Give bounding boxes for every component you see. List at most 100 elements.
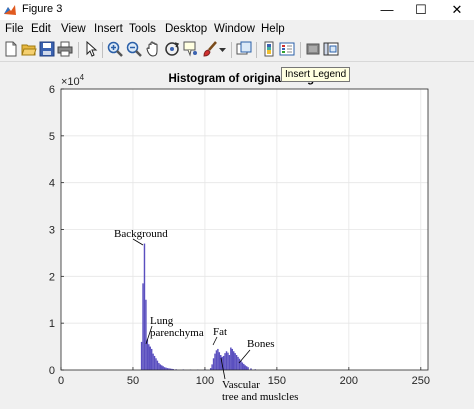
histogram-bar: [227, 352, 229, 370]
y-tick-label: 6: [49, 84, 55, 96]
menu-window[interactable]: Window: [214, 23, 255, 35]
figure-canvas: 0 50 100 150 200 250 0 1 2 3 4 5 6 Histogram of orig…: [0, 62, 474, 409]
menu-desktop[interactable]: Desktop: [165, 23, 208, 35]
histogram-bar: [230, 347, 232, 370]
zoom-out-icon[interactable]: [126, 41, 142, 57]
y-exponent-power: 4: [80, 73, 85, 82]
histogram-bar: [163, 367, 166, 370]
zoom-in-icon[interactable]: [107, 41, 123, 57]
insert-colorbar-icon[interactable]: [261, 41, 277, 57]
histogram-bar: [149, 346, 151, 370]
histogram-bar: [212, 358, 215, 370]
histogram-bar: [232, 351, 235, 370]
histogram-bar: [165, 367, 167, 370]
edit-plot-arrow-icon[interactable]: [83, 41, 99, 57]
bars-layer: [140, 243, 257, 370]
histogram-bar: [142, 283, 144, 370]
histogram-bar: [152, 353, 154, 370]
histogram-bar: [153, 355, 156, 370]
menu-edit[interactable]: Edit: [31, 23, 51, 35]
brush-icon[interactable]: [202, 41, 218, 57]
histogram-bar: [225, 351, 228, 370]
histogram-bar: [218, 352, 221, 370]
show-plot-tools-icon[interactable]: [323, 41, 339, 57]
new-figure-icon[interactable]: [3, 41, 19, 57]
menu-bar: File Edit View Insert Tools Desktop Wind…: [0, 20, 474, 39]
histogram-bar: [250, 368, 252, 370]
histogram-bar: [240, 360, 242, 370]
print-icon[interactable]: [57, 41, 73, 57]
menu-view[interactable]: View: [61, 23, 86, 35]
pan-hand-icon[interactable]: [145, 41, 161, 57]
toolbar-separator: [256, 42, 257, 58]
histogram-bar: [211, 364, 213, 370]
histogram-bar: [172, 369, 174, 370]
y-tick-label: 4: [49, 178, 55, 190]
histogram-bar: [214, 353, 216, 370]
toolbar-separator: [300, 42, 301, 58]
maximize-button[interactable]: ☐: [415, 2, 427, 17]
annotation-background: Background: [114, 228, 168, 246]
histogram-bar: [156, 360, 159, 370]
y-exponent-label: ×104: [61, 73, 85, 88]
x-tick-label: 50: [127, 375, 139, 387]
x-tick-label: 250: [412, 375, 430, 387]
x-tick-label: 200: [340, 375, 358, 387]
histogram-bar: [148, 344, 150, 370]
save-icon[interactable]: [39, 41, 55, 57]
histogram-bar: [244, 365, 246, 370]
annotation-fat-text: Fat: [213, 326, 227, 338]
y-exponent-base: ×10: [61, 76, 80, 88]
menu-tools[interactable]: Tools: [129, 23, 156, 35]
x-tick-label: 100: [196, 375, 214, 387]
annotation-vascular-pointer: [220, 357, 226, 380]
toolbar-separator: [102, 42, 103, 58]
y-tick-label: 2: [49, 271, 55, 283]
histogram-bar: [162, 366, 164, 370]
histogram-bar: [220, 355, 222, 370]
close-button[interactable]: ✕: [451, 2, 463, 17]
insert-legend-tooltip: Insert Legend: [281, 67, 351, 82]
y-tick-label: 5: [49, 131, 55, 143]
annotation-lung-line2: parenchyma: [150, 327, 204, 339]
open-file-icon[interactable]: [21, 41, 37, 57]
annotation-bones-text: Bones: [247, 338, 275, 350]
histogram-bar: [145, 299, 147, 370]
rotate-3d-icon[interactable]: [164, 41, 180, 57]
minimize-button[interactable]: —: [380, 2, 394, 17]
histogram-bar: [228, 355, 231, 370]
annotation-background-text: Background: [114, 228, 168, 240]
x-tick-label: 150: [268, 375, 286, 387]
window-titlebar: Figure 3 — ☐ ✕: [0, 0, 474, 20]
menu-file[interactable]: File: [5, 23, 24, 35]
histogram-bar: [161, 365, 163, 370]
histogram-bar: [143, 243, 146, 370]
histogram-bar: [247, 367, 249, 370]
histogram-bar: [155, 358, 157, 370]
annotation-fat-pointer: [212, 336, 218, 346]
annotation-background-pointer: [132, 238, 144, 246]
y-tick-label: 3: [49, 225, 55, 237]
brush-dropdown-icon[interactable]: [218, 41, 227, 57]
menu-insert[interactable]: Insert: [94, 23, 123, 35]
annotation-bones-pointer: [238, 349, 251, 364]
window-title: Figure 3: [22, 3, 63, 15]
histogram-bar: [235, 355, 238, 370]
histogram-bar: [224, 353, 226, 370]
menu-help[interactable]: Help: [261, 23, 285, 35]
histogram-bar: [168, 368, 170, 370]
histogram-bar: [237, 356, 239, 370]
insert-legend-icon[interactable]: [279, 41, 295, 57]
annotation-bones: Bones: [238, 338, 275, 364]
histogram-bar: [238, 358, 241, 370]
histogram-bar: [169, 368, 172, 370]
histogram-bar: [241, 362, 244, 370]
data-cursor-icon[interactable]: [183, 41, 199, 57]
histogram-bar: [166, 368, 169, 370]
histogram-bar: [231, 348, 233, 370]
hide-plot-tools-icon[interactable]: [305, 41, 321, 57]
link-plot-icon[interactable]: [236, 41, 252, 57]
histogram-bar: [245, 366, 248, 370]
y-tick-label: 0: [49, 365, 55, 377]
